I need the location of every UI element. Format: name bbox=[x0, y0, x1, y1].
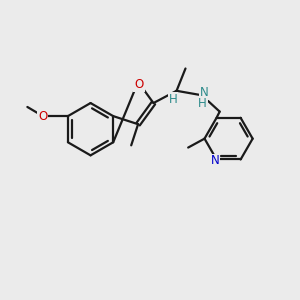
Text: N: N bbox=[211, 154, 219, 167]
Text: H: H bbox=[198, 97, 207, 110]
Text: H: H bbox=[169, 93, 177, 106]
Text: N: N bbox=[200, 86, 208, 99]
Text: O: O bbox=[134, 78, 144, 91]
Text: O: O bbox=[38, 110, 47, 123]
